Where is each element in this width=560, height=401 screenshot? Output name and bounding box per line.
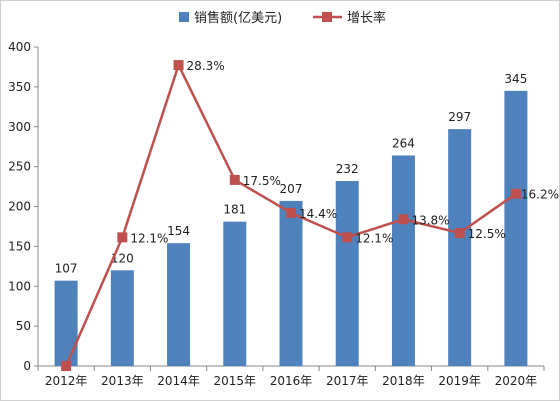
bar-value-label: 107 [55, 262, 78, 276]
y-tick-label: 250 [8, 160, 31, 174]
bar-value-label: 154 [167, 224, 190, 238]
legend-swatch-bar [179, 12, 189, 22]
bar-value-label: 120 [111, 251, 134, 265]
line-point [117, 232, 128, 243]
line-point [398, 214, 409, 225]
line-point [286, 207, 296, 218]
x-tick-label: 2020年 [495, 374, 538, 388]
y-tick-label: 300 [8, 120, 31, 134]
y-tick-label: 350 [8, 80, 31, 94]
bar-value-label: 264 [392, 136, 415, 150]
bar [391, 155, 415, 366]
line-point [173, 60, 184, 71]
bar-value-label: 297 [448, 110, 471, 124]
bar [167, 243, 191, 366]
bar [279, 200, 303, 366]
line-point [454, 228, 465, 239]
y-tick-label: 0 [23, 359, 31, 373]
line-value-label: 28.3% [187, 59, 225, 73]
bar-value-label: 232 [336, 162, 359, 176]
x-tick-label: 2015年 [214, 374, 257, 388]
line-value-label: 12.5% [468, 227, 506, 241]
line-value-label: 12.1% [130, 231, 168, 245]
line-value-label: 17.5% [243, 174, 281, 188]
bar-value-label: 207 [280, 182, 303, 196]
legend-marker-rate [322, 12, 332, 22]
legend-label-sales: 销售额(亿美元) [194, 10, 282, 26]
line-point [342, 232, 353, 243]
bar [223, 221, 247, 366]
bar [335, 180, 359, 366]
x-tick-label: 2012年 [45, 374, 88, 388]
bar-value-label: 181 [223, 203, 246, 217]
line-point [229, 174, 240, 185]
line-value-label: 16.2% [521, 188, 559, 202]
x-tick-label: 2017年 [326, 374, 369, 388]
line-point [510, 188, 521, 199]
line-value-label: 12.1% [355, 231, 393, 245]
y-tick-label: 100 [8, 279, 31, 293]
x-tick-label: 2013年 [101, 374, 144, 388]
y-tick-label: 400 [8, 40, 31, 54]
bar [110, 270, 134, 366]
bar-value-label: 345 [504, 72, 527, 86]
y-tick-label: 200 [8, 200, 31, 214]
line-value-label: 14.4% [299, 207, 337, 221]
x-tick-label: 2016年 [270, 374, 313, 388]
legend-label-rate: 增长率 [347, 10, 386, 26]
x-tick-label: 2019年 [438, 374, 481, 388]
y-tick-label: 150 [8, 239, 31, 253]
x-tick-label: 2018年 [382, 374, 425, 388]
line-point [61, 361, 72, 371]
x-tick-label: 2014年 [157, 374, 200, 388]
bar [448, 129, 472, 366]
bar [504, 90, 528, 367]
y-tick-label: 50 [16, 319, 31, 333]
bar [54, 280, 78, 366]
line-value-label: 13.8% [411, 213, 449, 227]
